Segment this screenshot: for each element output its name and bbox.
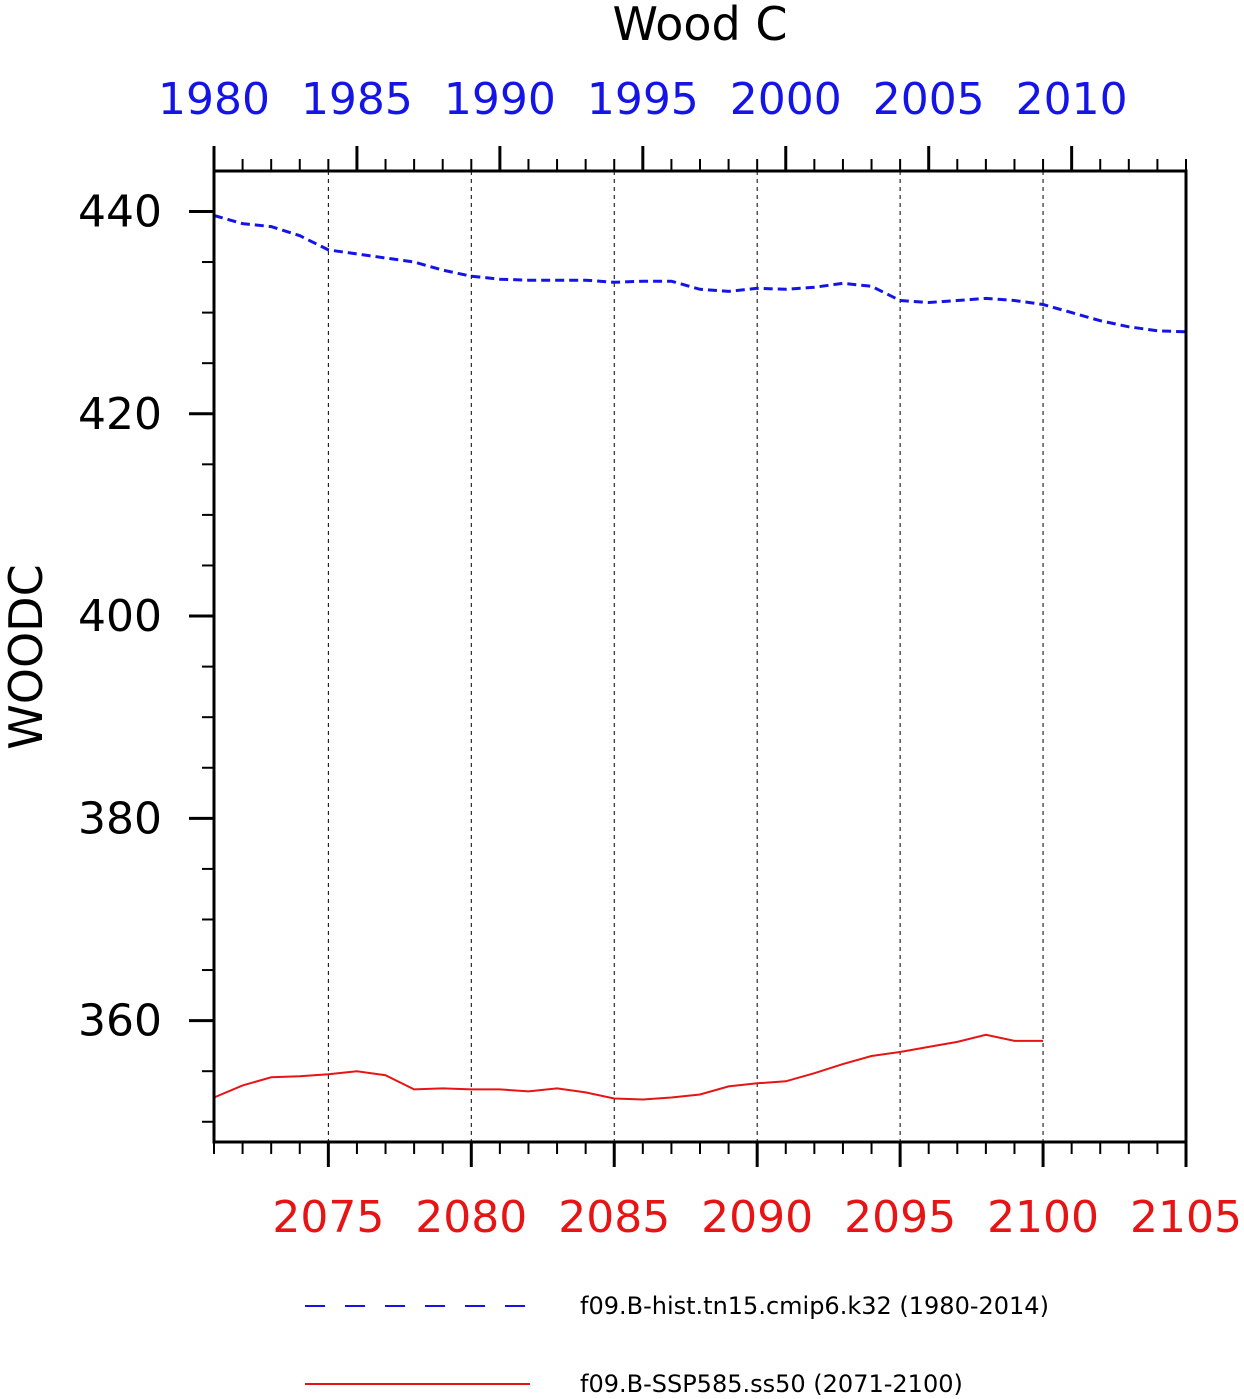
top-axis-tick-label-1995: 1995 bbox=[587, 74, 699, 125]
top-axis-tick-label-1990: 1990 bbox=[444, 74, 556, 125]
legend-label-hist: f09.B-hist.tn15.cmip6.k32 (1980-2014) bbox=[580, 1292, 1049, 1320]
plot-frame bbox=[212, 169, 1188, 1144]
y-axis-tick-label-420: 420 bbox=[78, 389, 162, 440]
top-axis-tick-label-1980: 1980 bbox=[158, 74, 270, 125]
y-axis-tick-label-380: 380 bbox=[78, 793, 162, 844]
bottom-axis-tick-label-2100: 2100 bbox=[987, 1192, 1099, 1243]
series-lines bbox=[213, 214, 1187, 1101]
vertical-grid-lines bbox=[327, 171, 1044, 1142]
y-axis-tick-label-440: 440 bbox=[78, 186, 162, 237]
bottom-axis-tick-label-2080: 2080 bbox=[415, 1192, 527, 1243]
y-axis-tick-label-360: 360 bbox=[78, 996, 162, 1047]
top-axis-tick-label-2010: 2010 bbox=[1016, 74, 1128, 125]
legend: f09.B-hist.tn15.cmip6.k32 (1980-2014) f0… bbox=[305, 1292, 1049, 1398]
chart-title: Wood C bbox=[612, 0, 787, 51]
bottom-axis-tick-label-2090: 2090 bbox=[701, 1192, 813, 1243]
axis-tick-labels: 1980 1985 1990 1995 2000 2005 2010 2075 2080 2085… bbox=[78, 74, 1242, 1243]
y-axis-tick-label-400: 400 bbox=[78, 591, 162, 642]
legend-label-ssp585: f09.B-SSP585.ss50 (2071-2100) bbox=[580, 1370, 963, 1398]
top-axis-tick-label-1985: 1985 bbox=[301, 74, 413, 125]
top-axis-tick-label-2005: 2005 bbox=[873, 74, 985, 125]
bottom-axis-tick-label-2105: 2105 bbox=[1130, 1192, 1242, 1243]
series-line-0 bbox=[213, 214, 1187, 334]
series-line-1 bbox=[213, 1033, 1044, 1101]
top-axis-tick-label-2000: 2000 bbox=[730, 74, 842, 125]
axis-ticks bbox=[189, 146, 1188, 1167]
bottom-axis-tick-label-2085: 2085 bbox=[558, 1192, 670, 1243]
bottom-axis-tick-label-2075: 2075 bbox=[272, 1192, 384, 1243]
y-axis-label: WOODC bbox=[0, 564, 53, 749]
bottom-axis-tick-label-2095: 2095 bbox=[844, 1192, 956, 1243]
